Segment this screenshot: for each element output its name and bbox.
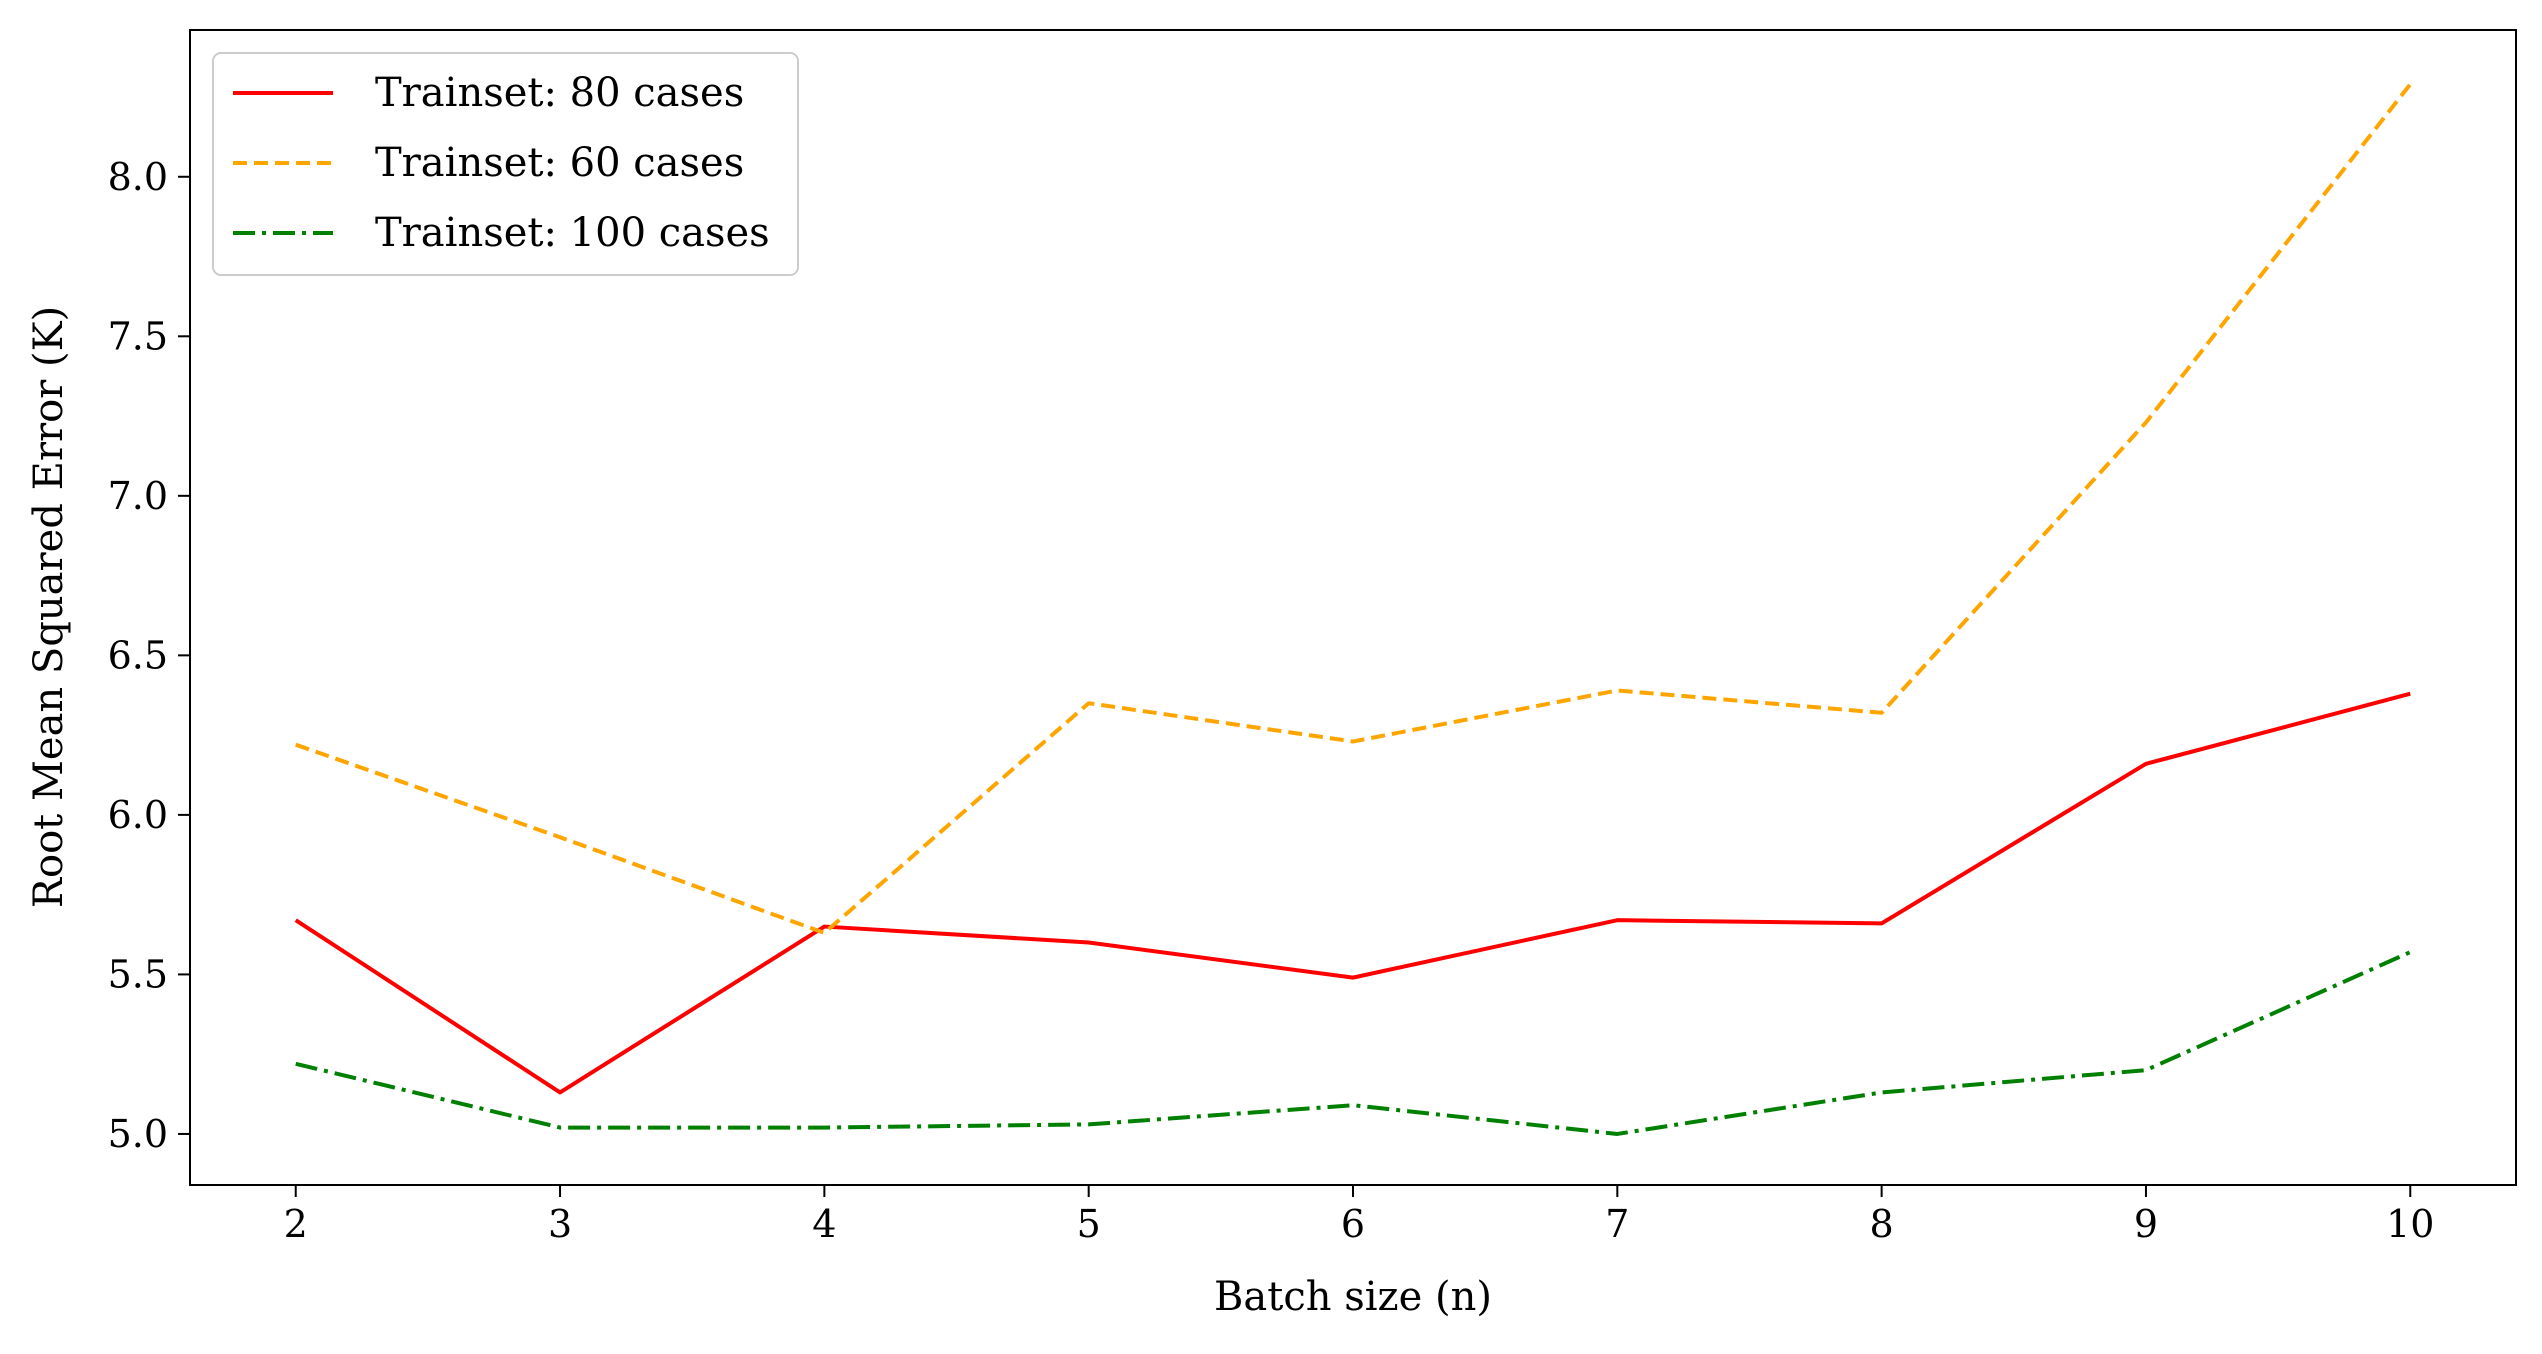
series-line [295, 950, 2412, 1136]
y-axis-label: Root Mean Squared Error (K) [26, 306, 72, 908]
y-tick-label: 6.5 [108, 633, 168, 677]
series-layer [294, 83, 2412, 1136]
legend-label: Trainset: 60 cases [375, 140, 744, 186]
x-tick-label: 4 [812, 1202, 836, 1246]
y-tick-label: 8.0 [108, 155, 168, 199]
x-tick-label: 3 [548, 1202, 572, 1246]
y-axis: 5.0 5.5 6.0 6.5 7.0 7.5 8.0 [108, 155, 190, 1156]
x-tick-label: 5 [1077, 1202, 1101, 1246]
x-tick-label: 6 [1341, 1202, 1365, 1246]
legend-label: Trainset: 100 cases [375, 210, 770, 256]
x-tick-label: 7 [1605, 1202, 1629, 1246]
x-tick-label: 10 [2386, 1202, 2434, 1246]
legend: Trainset: 80 cases Trainset: 60 cases Trai… [212, 52, 799, 276]
legend-label: Trainset: 80 cases [375, 70, 744, 116]
x-tick-label: 2 [284, 1202, 308, 1246]
y-tick-label: 5.5 [108, 952, 168, 996]
legend-box [212, 52, 799, 276]
y-tick-label: 5.0 [108, 1112, 168, 1156]
x-tick-label: 9 [2134, 1202, 2158, 1246]
y-tick-label: 7.5 [108, 314, 168, 358]
x-tick-label: 8 [1870, 1202, 1894, 1246]
x-axis-label: Batch size (n) [1214, 1274, 1492, 1320]
x-axis: 2 3 4 5 6 7 8 9 10 [284, 1185, 2434, 1246]
series-line [294, 691, 2411, 1095]
y-tick-label: 6.0 [108, 793, 168, 837]
y-tick-label: 7.0 [108, 474, 168, 518]
series-line [295, 83, 2412, 935]
